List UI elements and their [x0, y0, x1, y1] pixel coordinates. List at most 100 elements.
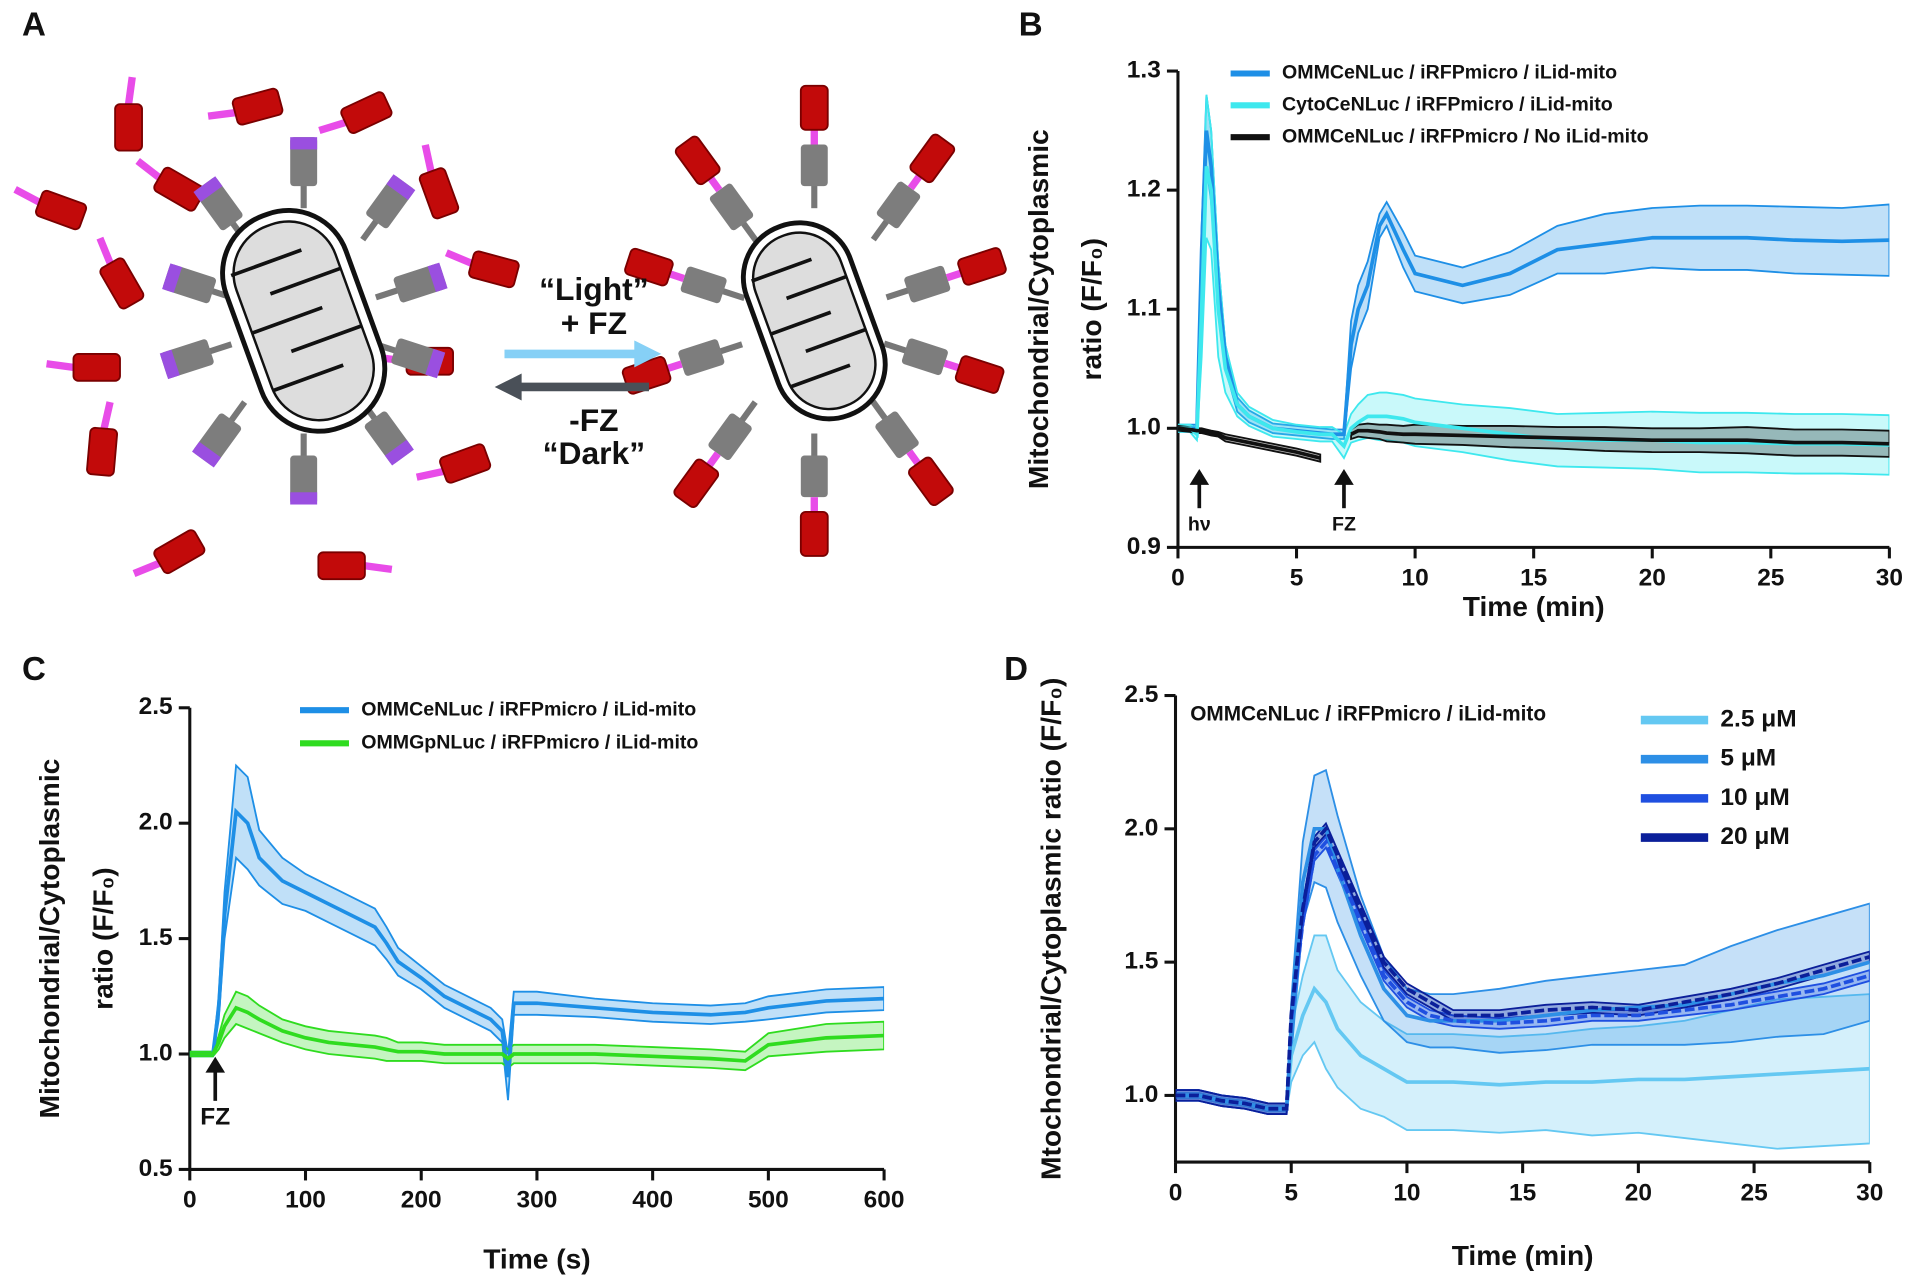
x-axis-title: Time (s): [483, 1244, 590, 1275]
x-tick-label: 400: [632, 1187, 673, 1214]
x-tick-label: 25: [1757, 565, 1784, 592]
anchor: [352, 174, 416, 247]
y-tick-label: 2.0: [1124, 814, 1158, 841]
mitochondrion: [740, 220, 888, 422]
protein: [115, 77, 142, 150]
anchor-bound: [674, 135, 768, 250]
anchor: [290, 137, 317, 208]
x-tick-label: 15: [1509, 1179, 1536, 1206]
protein: [206, 88, 284, 133]
protein: [318, 552, 391, 579]
protein: [87, 401, 120, 477]
anchor: [192, 394, 256, 467]
y-tick-label: 0.9: [1127, 533, 1161, 560]
panel-label: C: [22, 651, 46, 688]
x-axis-title: Time (min): [1463, 591, 1605, 622]
legend-label: OMMCeNLuc / iRFPmicro / No iLid-mito: [1282, 125, 1649, 147]
x-axis-title: Time (min): [1452, 1240, 1594, 1271]
legend-label: OMMCeNLuc / iRFPmicro / iLid-mito: [1282, 62, 1617, 84]
chart: 1.0 1.5 2.0 2.5 0 5 10 15 20 25 30 Time (min) Mtocho…: [1035, 678, 1883, 1271]
error-band: [1177, 94, 1890, 440]
protein: [413, 443, 491, 493]
series-line: [1175, 826, 1870, 1111]
y-axis-title: Mitochondrial/Cytoplasmic: [34, 759, 65, 1119]
y-tick-label: 1.5: [1124, 948, 1158, 975]
y-tick-label: 1.0: [139, 1039, 173, 1066]
panel-label: B: [1019, 7, 1043, 44]
legend-label: 5 μM: [1720, 745, 1776, 772]
anchor-bound: [880, 331, 1005, 394]
protein: [442, 243, 520, 288]
anchor: [290, 434, 317, 505]
arrows: [494, 340, 662, 401]
mitochondrion: [220, 208, 388, 434]
x-tick-label: 10: [1393, 1179, 1420, 1206]
y-tick-label: 1.3: [1127, 57, 1161, 84]
x-tick-label: 30: [1876, 565, 1903, 592]
panel-label: D: [1004, 651, 1028, 688]
x-tick-label: 20: [1625, 1179, 1652, 1206]
x-tick-label: 100: [285, 1187, 326, 1214]
x-tick-label: 5: [1284, 1179, 1298, 1206]
protein: [129, 152, 206, 212]
anchor-bound: [862, 133, 956, 248]
diagram-label: + FZ: [561, 305, 627, 341]
legend-label: OMMGpNLuc / iRFPmicro / iLid-mito: [361, 731, 698, 753]
error-band: [1175, 934, 1870, 1150]
x-tick-label: 600: [864, 1187, 905, 1214]
x-tick-label: 20: [1639, 565, 1666, 592]
anchor-bound: [861, 392, 955, 507]
anchor: [160, 331, 236, 379]
y-tick-label: 1.1: [1127, 295, 1161, 322]
annotation-arrowhead: [1334, 469, 1354, 485]
legend-label: 10 μM: [1720, 784, 1789, 811]
anchor: [372, 263, 448, 311]
y-tick-label: 1.0: [1127, 414, 1161, 441]
chart: 0.9 1.0 1.1 1.2 1.3 0 5 10 15 20 25 30 Time (min) Mit…: [1023, 57, 1903, 623]
annotation-arrowhead: [1189, 469, 1210, 485]
legend-label: OMMCeNLuc / iRFPmicro / iLid-mito: [361, 698, 696, 720]
error-band: [189, 990, 885, 1072]
y-axis-title: ratio (F/F₀): [88, 867, 119, 1010]
series-line: [1175, 825, 1870, 1111]
y-axis-title: Mitochondrial/Cytoplasmic: [1023, 129, 1054, 489]
x-tick-label: 0: [183, 1187, 197, 1214]
y-tick-label: 1.5: [139, 924, 173, 951]
anchor-bound: [801, 86, 828, 208]
y-tick-label: 1.2: [1127, 176, 1161, 203]
protein: [9, 180, 87, 230]
protein: [129, 528, 206, 588]
x-tick-label: 0: [1171, 565, 1185, 592]
protein: [85, 233, 145, 310]
y-tick-label: 2.0: [139, 809, 173, 836]
diagram-label: “Dark”: [543, 435, 646, 471]
y-tick-label: 0.5: [139, 1155, 173, 1182]
x-tick-label: 5: [1290, 565, 1304, 592]
series-line: [189, 1005, 885, 1063]
x-tick-label: 10: [1401, 565, 1428, 592]
legend-label: CytoCeNLuc / iRFPmicro / iLid-mito: [1282, 94, 1613, 116]
x-tick-label: 200: [401, 1187, 442, 1214]
x-tick-label: 30: [1856, 1179, 1883, 1206]
legend-label: 20 μM: [1720, 823, 1789, 850]
annotation-arrowhead: [205, 1056, 226, 1073]
series-line: [1177, 130, 1890, 437]
subtitle: OMMCeNLuc / iRFPmicro / iLid-mito: [1190, 703, 1546, 726]
anchor-bound: [672, 394, 766, 509]
annotation-label: FZ: [200, 1103, 230, 1130]
x-tick-label: 300: [517, 1187, 558, 1214]
diagram: “Light” + FZ -FZ “Dark”: [9, 77, 1007, 588]
protein: [47, 354, 120, 381]
x-tick-label: 500: [748, 1187, 789, 1214]
y-axis-title: Mtochondrial/Cytoplasmic ratio (F/F₀): [1035, 678, 1066, 1180]
annotation-label: hν: [1188, 514, 1211, 536]
diagram-label: “Light”: [539, 271, 649, 307]
panel-label: A: [22, 7, 46, 44]
series-line: [1175, 838, 1870, 1111]
series-line: [1177, 426, 1890, 460]
series-line: [189, 807, 885, 1078]
protein: [409, 142, 459, 220]
x-tick-label: 25: [1740, 1179, 1767, 1206]
y-tick-label: 2.5: [1124, 681, 1158, 708]
